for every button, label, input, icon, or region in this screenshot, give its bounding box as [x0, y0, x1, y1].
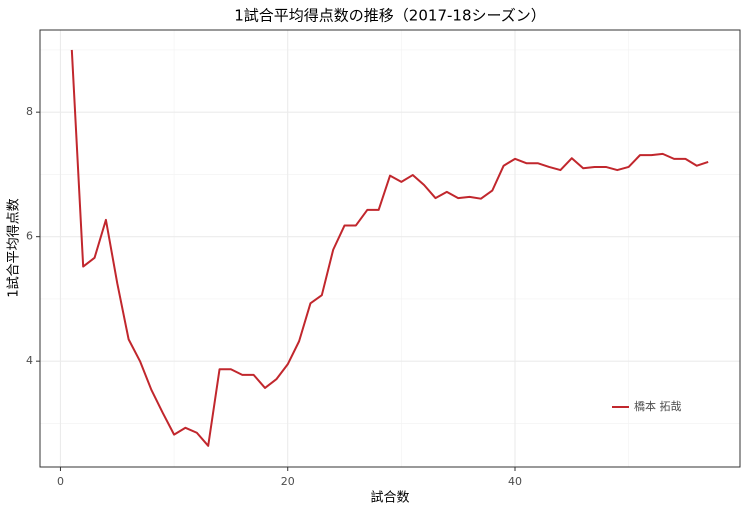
- legend-label: 橋本 拓哉: [634, 399, 682, 413]
- x-tick-label: 40: [508, 475, 522, 488]
- y-tick-label: 8: [26, 105, 33, 118]
- x-tick-label: 20: [281, 475, 295, 488]
- chart-title: 1試合平均得点数の推移（2017-18シーズン）: [234, 7, 545, 25]
- y-tick-label: 6: [26, 230, 33, 243]
- y-axis-label: 1試合平均得点数: [6, 198, 22, 297]
- x-tick-label: 0: [57, 475, 64, 488]
- panel-border: [39, 29, 741, 468]
- y-tick-label: 4: [26, 354, 33, 367]
- line: [70, 49, 709, 447]
- x-axis-label: 試合数: [370, 490, 409, 506]
